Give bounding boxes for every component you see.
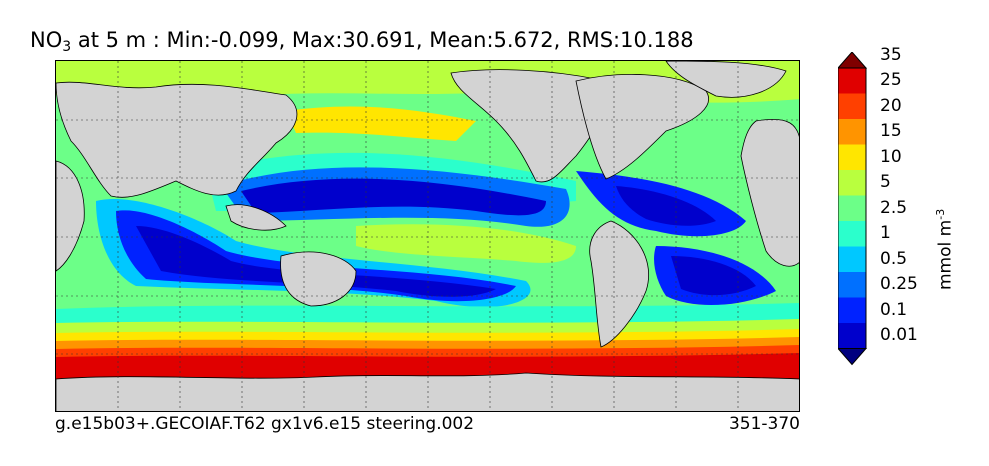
colorbar-tick-label: 20 [880, 95, 902, 116]
colorbar [838, 52, 868, 366]
colorbar-tick-label: 0.5 [880, 248, 908, 269]
north-america-east [575, 74, 709, 180]
colorbar-tick-label: 35 [880, 44, 902, 65]
colorbar-tick-label: 1 [880, 223, 891, 244]
colorbar-segment [838, 68, 866, 94]
n-pacific-gyre-core [241, 178, 546, 216]
colorbar-segment [838, 221, 866, 247]
colorbar-tick-label: 10 [880, 146, 902, 167]
graticule [56, 61, 799, 411]
unit-exponent: -3 [934, 208, 947, 220]
colorbar-segment [838, 323, 866, 349]
colorbar-segment [838, 272, 866, 298]
colorbar-segment [838, 144, 866, 170]
australia [280, 251, 357, 307]
unit-text: mmol m [935, 219, 956, 290]
map-title: NO3 at 5 m : Min:-0.099, Max:30.691, Mea… [30, 28, 830, 55]
colorbar-extend-max [838, 52, 868, 69]
africa-west [740, 118, 799, 267]
north-america-west [450, 69, 605, 183]
north-pacific-high [286, 106, 476, 141]
colorbar-tick-label: 2.5 [880, 197, 908, 218]
title-species-subscript: 3 [62, 39, 72, 55]
colorbar-frame [838, 67, 867, 349]
year-range: 351-370 [728, 414, 800, 434]
colorbar-segment [838, 93, 866, 119]
colorbar-tick-label: 5 [880, 172, 891, 193]
colorbar-tick-label: 0.01 [880, 325, 918, 346]
africa-east [56, 160, 85, 272]
colorbar-tick-label: 0.1 [880, 299, 908, 320]
map-canvas [56, 61, 799, 411]
equatorial-upwelling [356, 224, 576, 263]
colorbar-segment [838, 297, 866, 323]
colorbar-tick-label: 15 [880, 121, 902, 142]
colorbar-tick-label: 25 [880, 70, 902, 91]
nitrate-map [55, 60, 800, 412]
eurasia-east [56, 81, 298, 198]
south-america [589, 220, 649, 348]
title-species: NO [30, 28, 63, 52]
colorbar-segment [838, 246, 866, 272]
case-name: g.e15b03+.GECOIAF.T62 gx1v6.e15 steering… [55, 414, 475, 434]
colorbar-extend-min [838, 348, 868, 366]
colorbar-segment [838, 119, 866, 145]
colorbar-unit-label: mmol m-3 [934, 209, 956, 290]
colorbar-tick-label: 0.25 [880, 274, 918, 295]
indo-pacific-south-core [136, 226, 496, 297]
title-stats: at 5 m : Min:-0.099, Max:30.691, Mean:5.… [71, 28, 694, 52]
maritime-continent [225, 204, 287, 231]
colorbar-segment [838, 195, 866, 221]
greenland [665, 61, 787, 98]
indo-pacific-south-mid [116, 210, 516, 302]
colorbar-segment [838, 170, 866, 196]
n-atlantic-gyre-core [616, 186, 716, 226]
s-atlantic-gyre-core [671, 256, 756, 296]
colorbar-segments [838, 52, 868, 366]
